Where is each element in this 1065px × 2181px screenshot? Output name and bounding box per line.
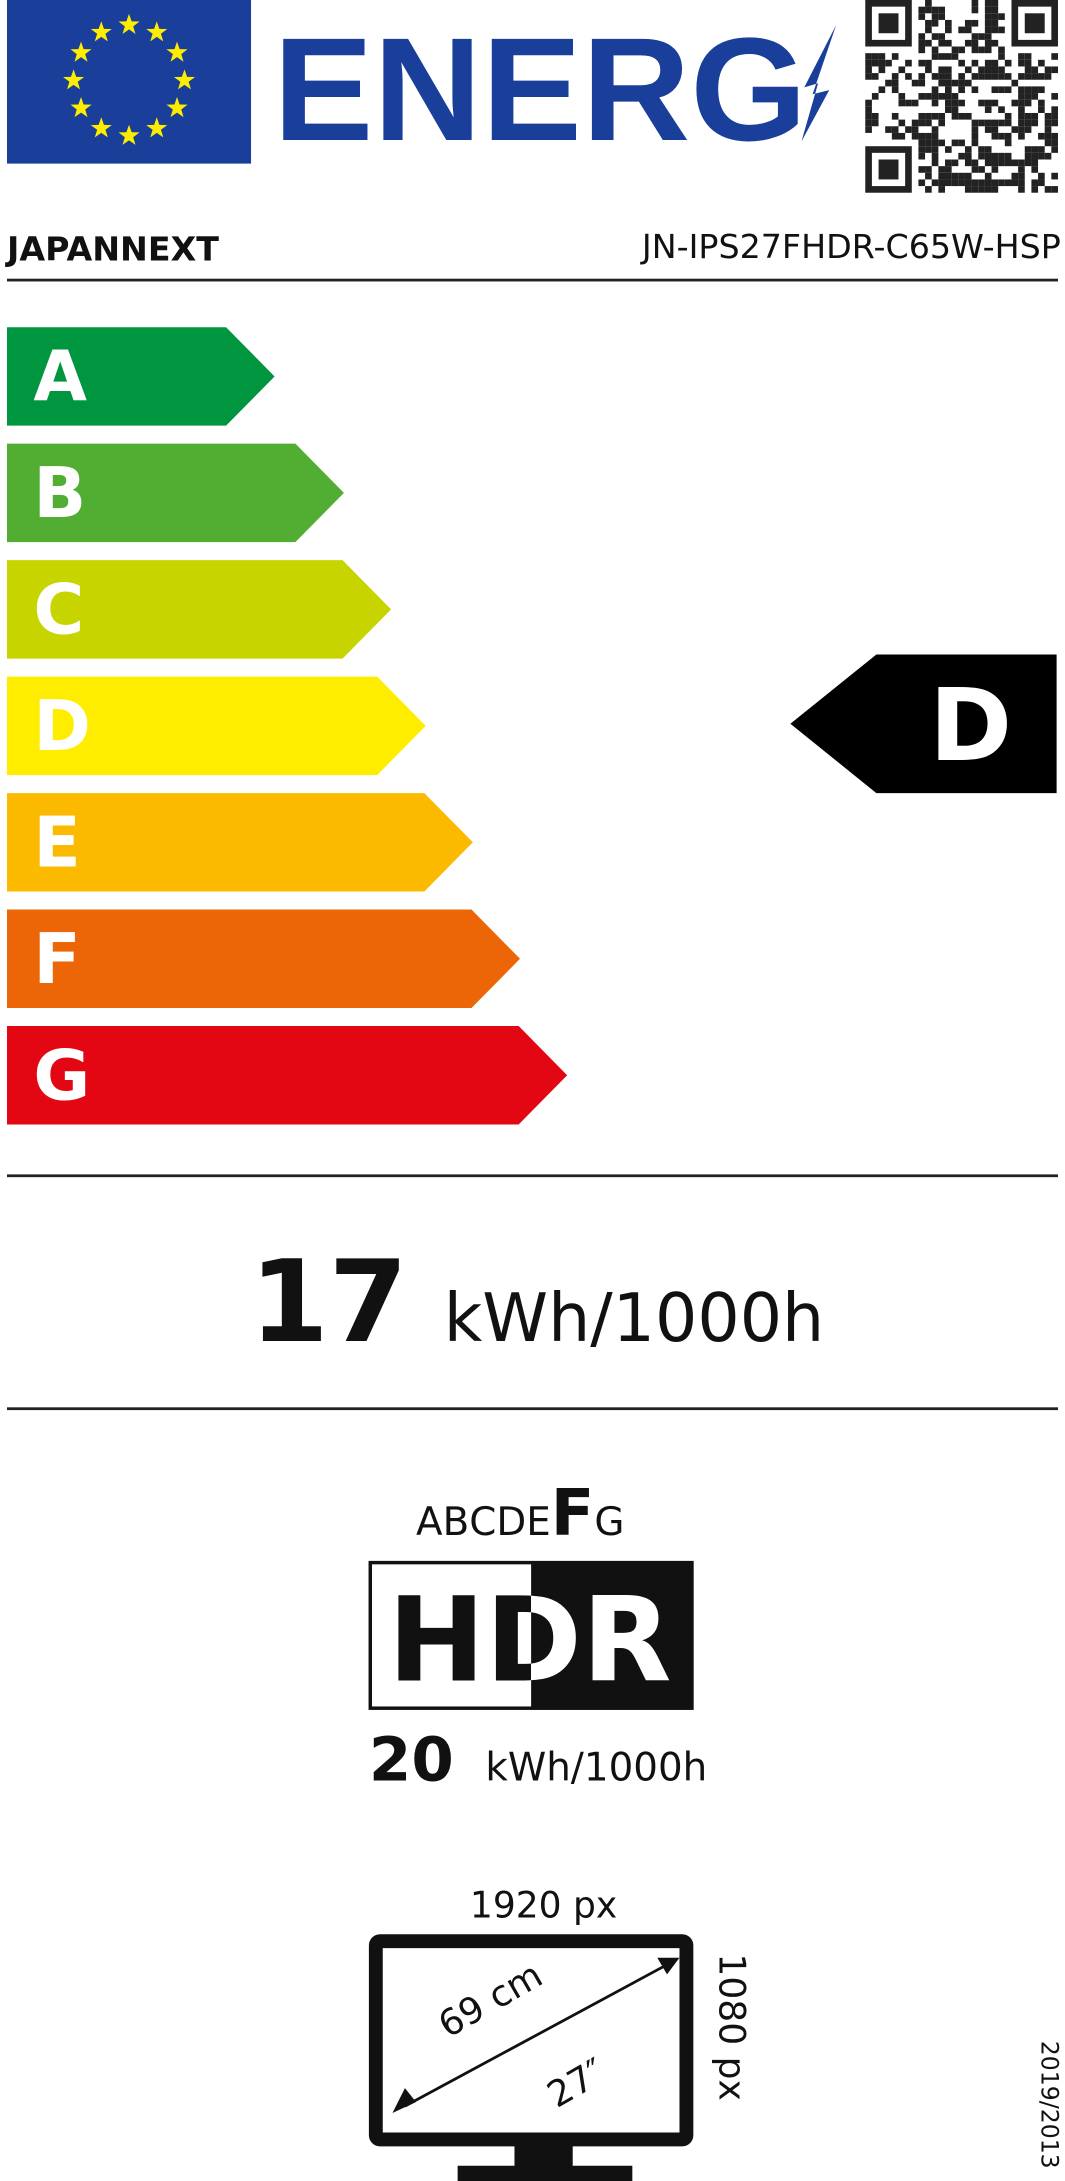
sdr-energy-unit: kWh/1000h — [444, 1279, 824, 1357]
hdr-label: HDR — [388, 1573, 672, 1708]
hdr-scale-letter: D — [496, 1500, 526, 1545]
star-icon — [146, 21, 168, 42]
star-icon — [118, 13, 140, 34]
star-icon — [146, 117, 168, 138]
energy-logo-text: ENERG — [273, 8, 807, 172]
class-bar-b: B — [7, 443, 344, 543]
rated-class-letter: D — [929, 667, 1012, 784]
divider — [7, 1174, 1058, 1178]
hdr-scale-letter: F — [551, 1477, 595, 1551]
brand-name: JAPANNEXT — [5, 230, 219, 269]
hdr-energy-value: 20 — [369, 1724, 454, 1795]
class-bar-f: F — [7, 909, 521, 1009]
screen-diagonal-cm: 69 cm — [432, 1955, 550, 2047]
hdr-energy-unit: kWh/1000h — [485, 1745, 707, 1790]
star-icon — [166, 41, 188, 62]
hdr-scale-letter: B — [443, 1500, 470, 1545]
star-icon — [118, 124, 140, 145]
class-letter: C — [33, 571, 84, 651]
star-icon — [90, 117, 112, 138]
hdr-scale-letter: C — [469, 1500, 496, 1545]
hdr-scale-letter: G — [594, 1500, 624, 1545]
eu-flag-logo — [7, 0, 252, 164]
star-icon — [63, 69, 85, 90]
class-bar-g: G — [7, 1026, 568, 1125]
class-bar-d: D — [7, 676, 426, 776]
class-letter: E — [33, 804, 80, 884]
arrowhead-icon — [657, 1957, 680, 1975]
hdr-scale-letters: ABCDEFG — [416, 1477, 624, 1551]
screen-width-px: 1920 px — [470, 1886, 617, 1927]
sdr-energy-value: 17 — [250, 1235, 408, 1368]
hdr-scale-letter: A — [416, 1500, 443, 1545]
star-icon — [70, 41, 92, 62]
class-letter: B — [33, 454, 86, 534]
hdr-icon: HDR — [368, 1560, 694, 1710]
regulation-number: 2019/2013 — [1035, 2041, 1063, 2169]
class-letter: G — [33, 1037, 90, 1117]
monitor-icon — [368, 1934, 694, 2181]
rated-class-indicator: D — [790, 654, 1057, 794]
energy-logo: ENERG — [273, 8, 837, 172]
hdr-scale-letter: E — [526, 1500, 551, 1545]
star-icon — [70, 97, 92, 118]
divider — [7, 278, 1058, 282]
star-icon — [90, 21, 112, 42]
class-letter: F — [33, 920, 80, 1000]
class-bar-e: E — [7, 793, 473, 892]
class-letter: A — [33, 338, 87, 418]
lightning-bolt-icon — [801, 24, 837, 142]
divider — [7, 1407, 1058, 1411]
class-bar-c: C — [7, 560, 392, 659]
star-icon — [173, 69, 196, 90]
qr-code[interactable] — [865, 0, 1058, 193]
arrowhead-icon — [392, 2088, 417, 2114]
model-number: JN-IPS27FHDR-C65W-HSP — [640, 227, 1061, 266]
star-icon — [166, 97, 188, 118]
screen-height-px: 1080 px — [711, 1953, 752, 2100]
screen-diagonal-inch: 27″ — [541, 2051, 613, 2116]
efficiency-scale: ABCDEFG — [7, 327, 568, 1125]
class-letter: D — [33, 687, 91, 767]
class-bar-a: A — [7, 327, 275, 426]
